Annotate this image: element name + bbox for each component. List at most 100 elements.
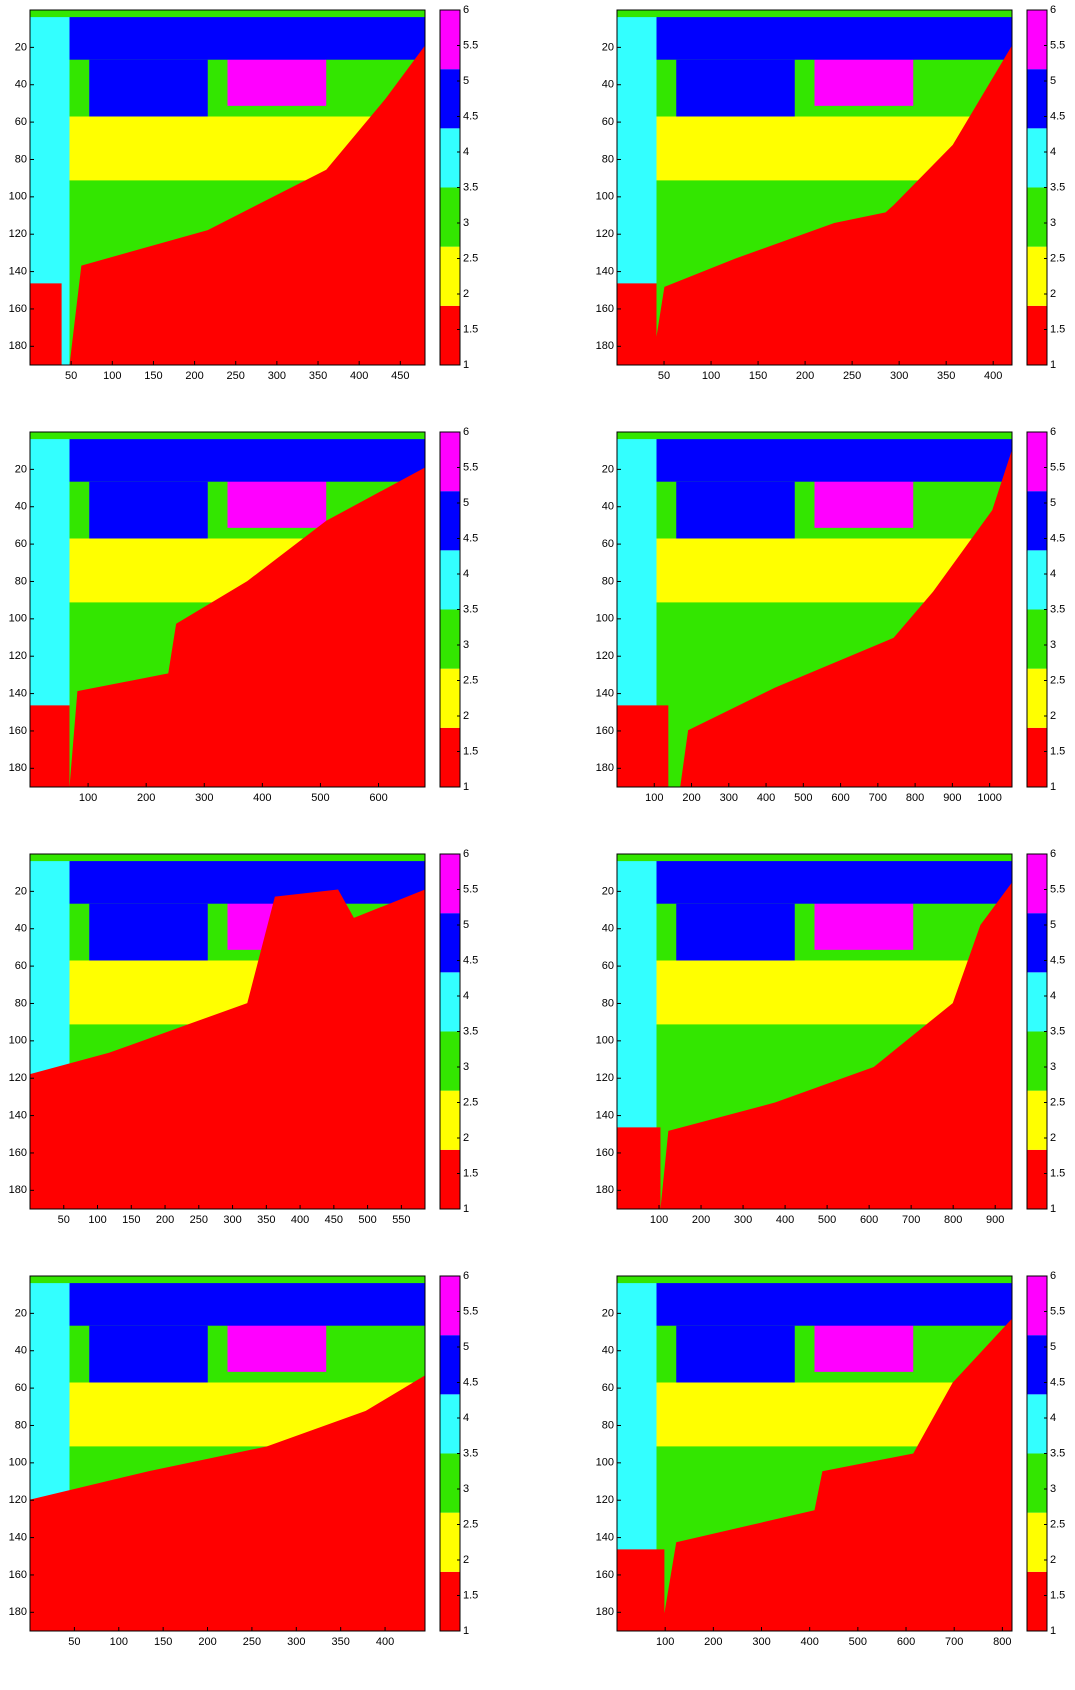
x-tick-label: 600 bbox=[369, 792, 387, 804]
colorbar-tick-label: 5.5 bbox=[463, 1305, 478, 1317]
colorbar-tick-label: 4 bbox=[1050, 1412, 1056, 1424]
heatmap-layer bbox=[30, 10, 425, 60]
panel: 100 200 300 400 500 600 20 40 60 80 100 120 140 160 18… bbox=[9, 426, 479, 804]
y-tick-label: 140 bbox=[9, 265, 27, 277]
colorbar-segment bbox=[440, 1335, 460, 1395]
colorbar-tick-label: 1.5 bbox=[1050, 1589, 1065, 1601]
x-tick-label: 200 bbox=[198, 1636, 216, 1648]
colorbar-tick-label: 2 bbox=[463, 288, 469, 300]
colorbar-tick-label: 2.5 bbox=[463, 674, 478, 686]
x-tick-label: 100 bbox=[103, 370, 121, 382]
colorbar-segment bbox=[440, 913, 460, 973]
x-tick-label: 600 bbox=[897, 1636, 915, 1648]
colorbar-segment bbox=[1027, 1031, 1047, 1091]
x-tick-label: 600 bbox=[860, 1214, 878, 1226]
x-tick-label: 100 bbox=[650, 1214, 668, 1226]
y-tick-label: 80 bbox=[15, 153, 27, 165]
y-tick-label: 180 bbox=[596, 340, 614, 352]
heatmap-layer bbox=[30, 854, 425, 862]
seabed bbox=[617, 1318, 1012, 1631]
x-tick-label: 50 bbox=[58, 1214, 70, 1226]
y-tick-label: 40 bbox=[602, 1345, 614, 1357]
colorbar-tick-label: 3.5 bbox=[1050, 603, 1065, 615]
colorbar-tick-label: 2.5 bbox=[463, 252, 478, 264]
x-tick-label: 500 bbox=[794, 792, 812, 804]
x-tick-label: 400 bbox=[776, 1214, 794, 1226]
x-tick-label: 250 bbox=[243, 1636, 261, 1648]
plot-frame bbox=[29, 9, 426, 366]
colorbar-tick-label: 2 bbox=[463, 1132, 469, 1144]
x-tick-label: 400 bbox=[253, 792, 271, 804]
colorbar-tick-label: 2 bbox=[1050, 1554, 1056, 1566]
colorbar-segment bbox=[440, 550, 460, 610]
y-tick-label: 160 bbox=[9, 303, 27, 315]
x-tick-label: 400 bbox=[757, 792, 775, 804]
colorbar-segment bbox=[440, 1571, 460, 1631]
colorbar-segment bbox=[1027, 550, 1047, 610]
colorbar-tick-label: 6 bbox=[463, 848, 469, 860]
colorbar-segment bbox=[440, 246, 460, 306]
y-tick-label: 160 bbox=[9, 1569, 27, 1581]
colorbar-tick-label: 2 bbox=[463, 1554, 469, 1566]
colorbar-segment bbox=[1027, 1335, 1047, 1395]
colorbar-segment bbox=[1027, 69, 1047, 129]
colorbar-segment bbox=[1027, 972, 1047, 1032]
colorbar-tick-label: 6 bbox=[463, 4, 469, 16]
colorbar-tick-label: 4.5 bbox=[463, 1376, 478, 1388]
colorbar-tick-label: 1.5 bbox=[463, 1589, 478, 1601]
y-tick-label: 80 bbox=[602, 1419, 614, 1431]
plot-frame bbox=[616, 1275, 1013, 1632]
heatmap-layer bbox=[89, 481, 208, 539]
x-tick-label: 50 bbox=[658, 370, 670, 382]
heatmap-layer bbox=[617, 432, 1012, 482]
panel: 50 100 150 200 250 300 350 400 20 40 60 80 100 120 140… bbox=[596, 4, 1066, 382]
colorbar-tick-label: 3 bbox=[1050, 1483, 1056, 1495]
plot-frame bbox=[616, 431, 1013, 788]
x-tick-label: 150 bbox=[144, 370, 162, 382]
colorbar-tick-label: 5.5 bbox=[463, 39, 478, 51]
y-tick-label: 20 bbox=[15, 463, 27, 475]
colorbar-tick-label: 5 bbox=[463, 497, 469, 509]
heatmap-layer bbox=[617, 1276, 1012, 1326]
colorbar-tick-label: 1.5 bbox=[1050, 323, 1065, 335]
y-tick-label: 160 bbox=[596, 303, 614, 315]
y-tick-label: 40 bbox=[15, 923, 27, 935]
heatmap-layer bbox=[89, 1325, 208, 1383]
x-tick-label: 450 bbox=[325, 1214, 343, 1226]
colorbar-tick-label: 6 bbox=[1050, 426, 1056, 438]
x-tick-label: 50 bbox=[65, 370, 77, 382]
x-tick-label: 350 bbox=[257, 1214, 275, 1226]
colorbar-tick-label: 3.5 bbox=[463, 181, 478, 193]
colorbar-tick-label: 4.5 bbox=[1050, 532, 1065, 544]
y-tick-label: 20 bbox=[15, 885, 27, 897]
y-tick-label: 60 bbox=[602, 1382, 614, 1394]
heatmap-layer bbox=[676, 903, 795, 961]
x-tick-label: 150 bbox=[154, 1636, 172, 1648]
colorbar-tick-label: 3 bbox=[463, 1061, 469, 1073]
colorbar-segment bbox=[1027, 1571, 1047, 1631]
colorbar-tick-label: 1.5 bbox=[1050, 745, 1065, 757]
colorbar-tick-label: 4 bbox=[463, 568, 469, 580]
x-tick-label: 800 bbox=[906, 792, 924, 804]
colorbar-tick-label: 2.5 bbox=[1050, 1096, 1065, 1108]
y-tick-label: 160 bbox=[9, 1147, 27, 1159]
colorbar-segment bbox=[440, 609, 460, 669]
y-tick-label: 140 bbox=[596, 265, 614, 277]
y-tick-label: 20 bbox=[15, 41, 27, 53]
x-tick-label: 400 bbox=[350, 370, 368, 382]
colorbar-tick-label: 6 bbox=[1050, 848, 1056, 860]
x-tick-label: 200 bbox=[682, 792, 700, 804]
x-tick-label: 1000 bbox=[977, 792, 1001, 804]
colorbar-tick-label: 4.5 bbox=[1050, 954, 1065, 966]
y-tick-label: 100 bbox=[596, 191, 614, 203]
x-tick-label: 100 bbox=[79, 792, 97, 804]
colorbar-tick-label: 5.5 bbox=[1050, 39, 1065, 51]
x-tick-label: 200 bbox=[185, 370, 203, 382]
panel: 50 100 150 200 250 300 350 400 20 40 60 80 100 120 140… bbox=[9, 1270, 479, 1648]
colorbar-segment bbox=[440, 1276, 460, 1336]
heatmap-layer bbox=[30, 432, 425, 482]
x-tick-label: 700 bbox=[869, 792, 887, 804]
colorbar-segment bbox=[1027, 609, 1047, 669]
colorbar-tick-label: 3.5 bbox=[463, 1025, 478, 1037]
seabed bbox=[30, 889, 425, 1209]
